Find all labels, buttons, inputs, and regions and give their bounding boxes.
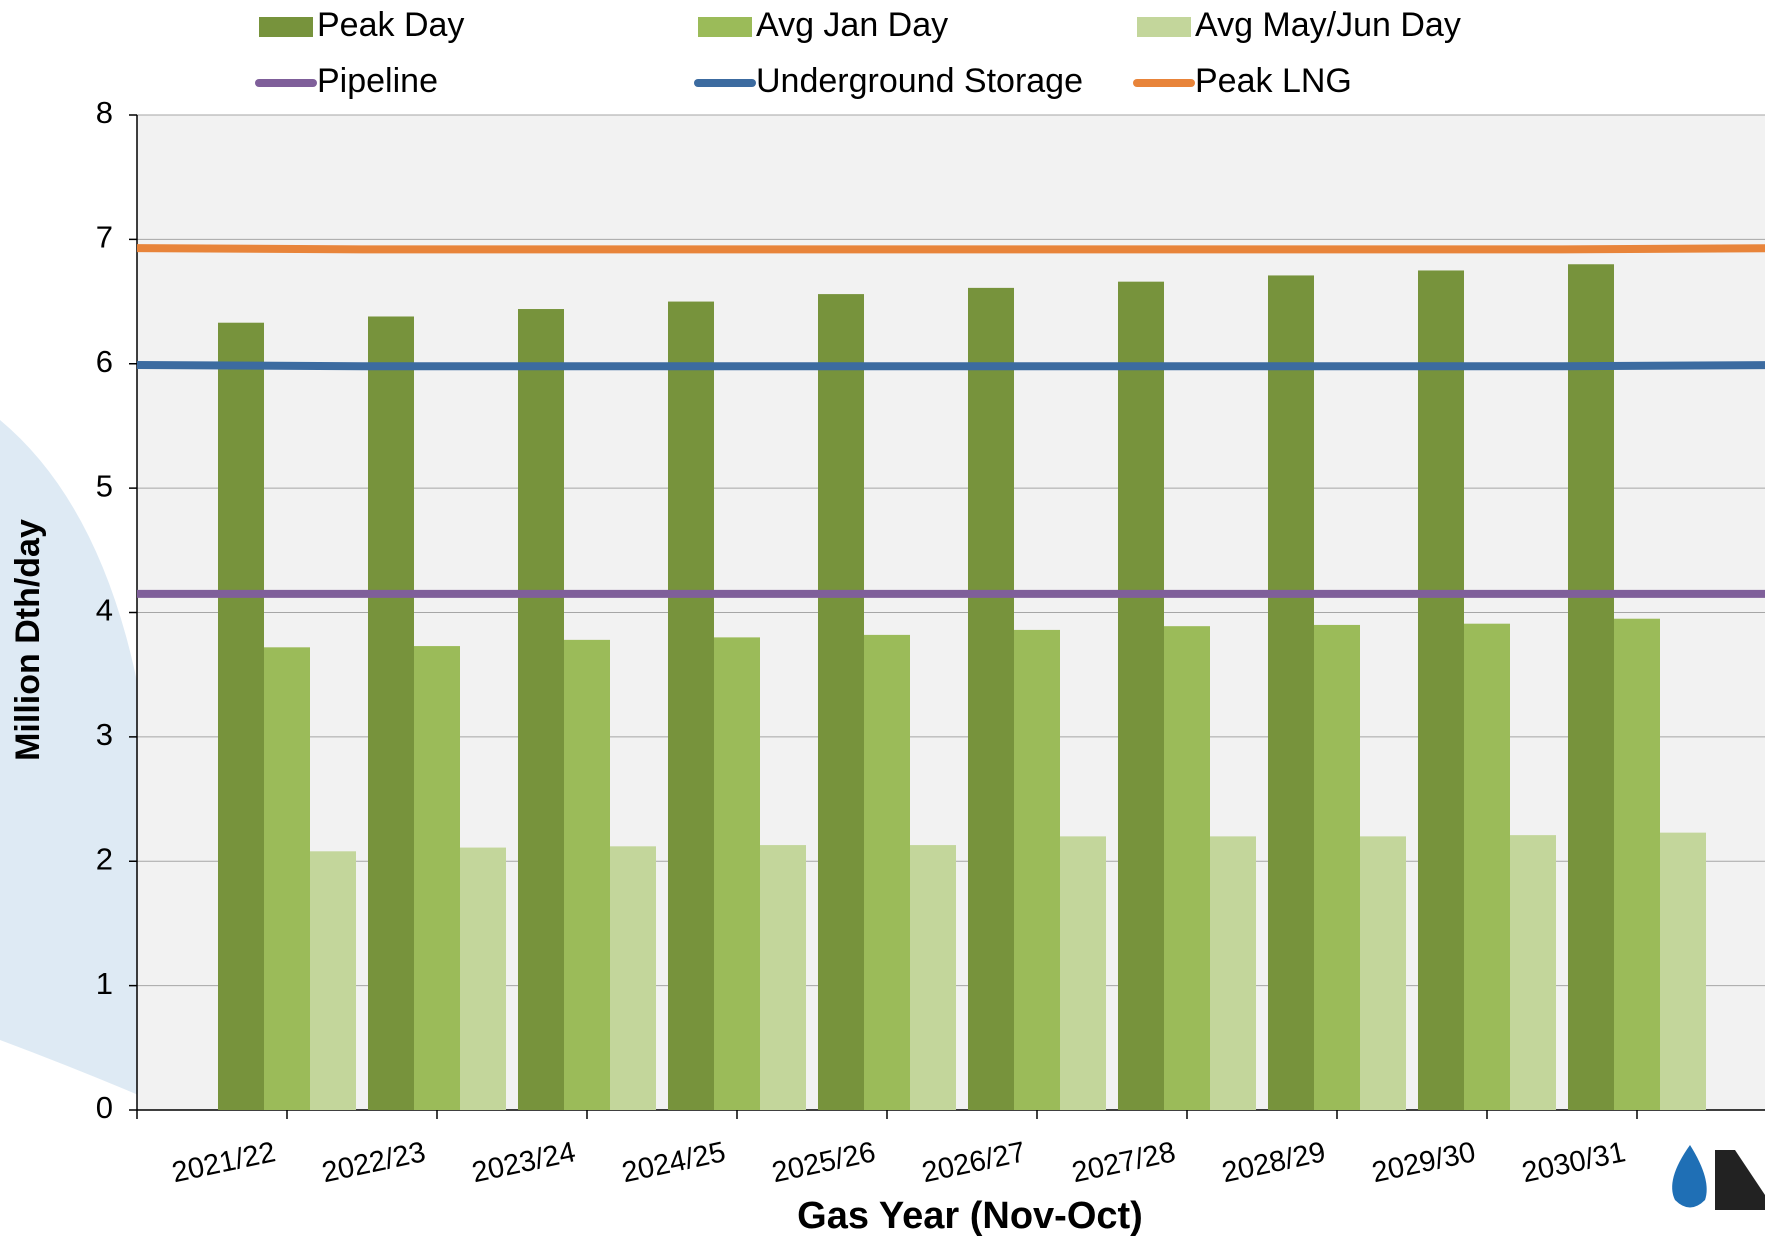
y-tick-label: 1: [96, 966, 113, 1001]
bar: [1210, 836, 1256, 1110]
x-tick-label: 2023/24: [469, 1136, 578, 1189]
x-tick-label: 2022/23: [319, 1136, 428, 1189]
legend-swatch: [1137, 17, 1191, 37]
bar: [610, 846, 656, 1110]
line: [136, 244, 1765, 254]
bar: [368, 316, 414, 1110]
line: [136, 360, 1765, 371]
x-tick-label: 2029/30: [1369, 1136, 1478, 1189]
x-tick-label: 2024/25: [619, 1136, 728, 1189]
bar: [714, 637, 760, 1110]
logo: [1672, 1145, 1765, 1210]
legend-label: Peak Day: [317, 6, 464, 44]
x-tick-label: 2027/28: [1069, 1136, 1178, 1189]
bar: [760, 845, 806, 1110]
bar: [1314, 624, 1360, 1110]
bar: [1660, 832, 1706, 1110]
bar: [1568, 264, 1614, 1110]
bar: [218, 322, 264, 1110]
bar: [1510, 835, 1556, 1110]
bar: [864, 634, 910, 1110]
y-tick-label: 5: [96, 468, 113, 503]
bar: [1268, 275, 1314, 1111]
bar: [264, 647, 310, 1110]
bar: [1164, 626, 1210, 1110]
bar: [1614, 618, 1660, 1110]
y-tick-label: 4: [96, 593, 113, 628]
x-tick-label: 2021/22: [169, 1136, 278, 1189]
y-tick-label: 8: [96, 95, 113, 130]
y-tick-label: 3: [96, 717, 113, 752]
bar: [818, 294, 864, 1111]
background-swoosh: [0, 420, 150, 1100]
y-tick-label: 7: [96, 220, 113, 255]
bar: [310, 851, 356, 1110]
bar: [1118, 281, 1164, 1111]
bar: [910, 845, 956, 1110]
bar: [1014, 629, 1060, 1110]
legend-label: Avg May/Jun Day: [1195, 6, 1461, 44]
bar: [668, 301, 714, 1110]
bar: [968, 287, 1014, 1111]
x-tick-label: 2030/31: [1519, 1136, 1628, 1189]
legend-label: Pipeline: [317, 62, 438, 100]
bar: [460, 847, 506, 1110]
y-axis-title: Million Dth/day: [9, 519, 47, 761]
legend-label: Underground Storage: [756, 62, 1083, 100]
bar: [1418, 270, 1464, 1110]
bar: [1360, 836, 1406, 1110]
bar: [1060, 836, 1106, 1110]
legend-swatch: [698, 17, 752, 37]
y-tick-label: 0: [96, 1090, 113, 1125]
x-axis-title: Gas Year (Nov-Oct): [797, 1195, 1143, 1237]
x-tick-label: 2025/26: [769, 1136, 878, 1189]
y-tick-label: 2: [96, 841, 113, 876]
bar: [564, 639, 610, 1110]
y-tick-label: 6: [96, 344, 113, 379]
bar: [414, 646, 460, 1110]
bar: [518, 309, 564, 1110]
x-tick-label: 2026/27: [919, 1136, 1028, 1189]
legend-swatch: [259, 17, 313, 37]
legend-label: Peak LNG: [1195, 62, 1352, 100]
legend-label: Avg Jan Day: [756, 6, 948, 44]
bar: [1464, 623, 1510, 1110]
x-tick-label: 2028/29: [1219, 1136, 1328, 1189]
